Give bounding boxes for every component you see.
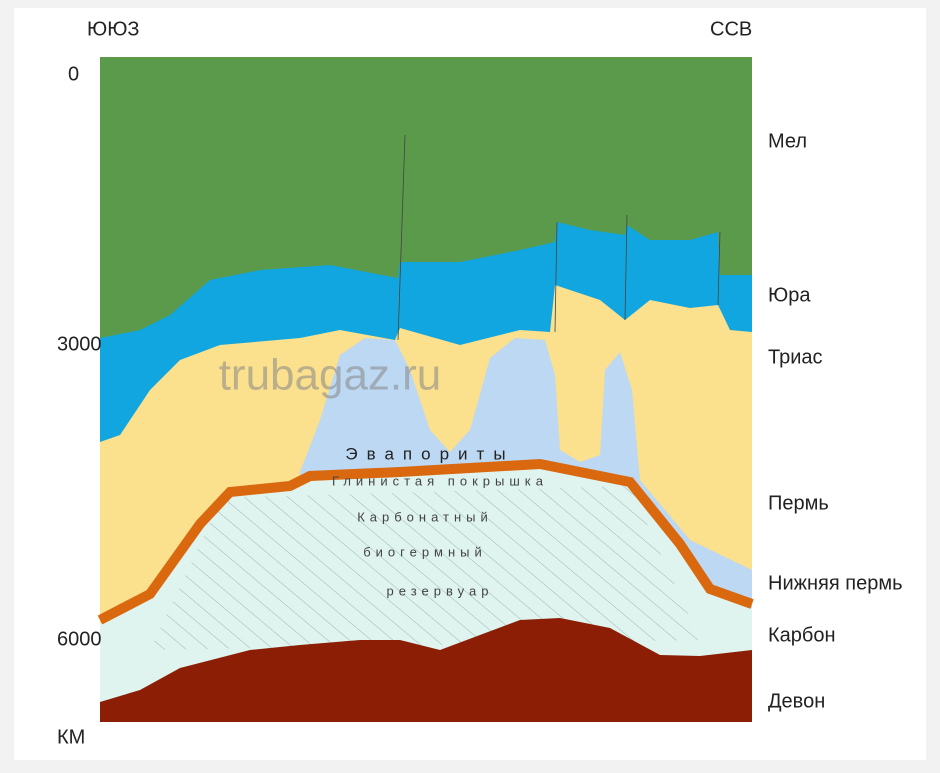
depth-unit: КМ: [57, 726, 85, 748]
reservoir-label: Карбонатный: [357, 509, 493, 524]
cross-section: ЮЮЗ ССВ 0 3000 6000 КМ Мел Юра Триас Пер…: [0, 0, 940, 768]
direction-right: ССВ: [710, 18, 752, 40]
layer-label: Триас: [768, 346, 823, 368]
layer-label: Нижняя пермь: [768, 572, 903, 594]
evaporites-label: Эвапориты: [345, 444, 514, 463]
depth-label: 0: [68, 63, 79, 85]
layer-label: Девон: [768, 690, 825, 712]
watermark: trubagaz.ru: [219, 351, 442, 400]
layer-label: Карбон: [768, 624, 836, 646]
direction-left: ЮЮЗ: [87, 18, 140, 40]
layer-label: Пермь: [768, 492, 829, 514]
depth-label: 6000: [57, 628, 102, 650]
page: ЮЮЗ ССВ 0 3000 6000 КМ Мел Юра Триас Пер…: [0, 0, 940, 773]
reservoir-label: биогермный: [363, 544, 487, 559]
depth-label: 3000: [57, 333, 102, 355]
clay-cap-label: Глинистая покрышка: [332, 473, 548, 488]
layer-label: Мел: [768, 130, 807, 152]
layer-label: Юра: [768, 284, 811, 306]
reservoir-label: резервуар: [387, 583, 494, 598]
